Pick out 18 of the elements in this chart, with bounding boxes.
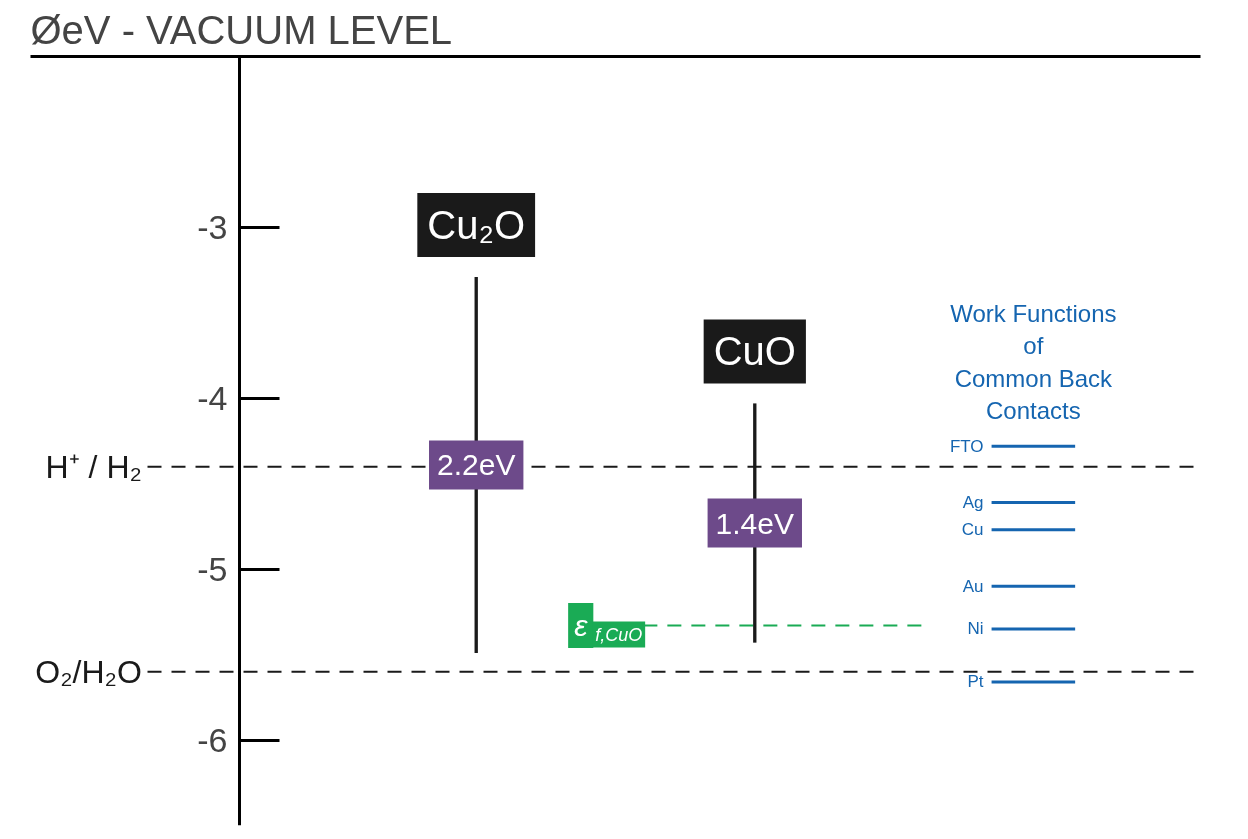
ref-line-label: Ag [962, 493, 984, 513]
data-label: 2.2eV [437, 448, 516, 482]
chart-title: ØeV - VACUUM LEVEL [30, 7, 453, 52]
ref-line-label: O₂/H₂O [35, 653, 142, 690]
y-tick-label: -4 [197, 378, 228, 417]
ref-line-label: Cu [961, 520, 984, 540]
ref-line-label: Au [962, 576, 984, 596]
ref-line-label: FTO [949, 436, 984, 456]
data-label: 1.4eV [715, 506, 794, 540]
x-tick-label: Cu₂O [427, 202, 526, 247]
y-tick-label: -6 [197, 720, 228, 759]
x-tick-label: CuO [713, 329, 796, 374]
text: Work Functions of Common Back Contacts [950, 299, 1117, 425]
y-tick-label: -3 [197, 207, 228, 246]
ref-line-label: H⁺ / H₂ [45, 448, 142, 485]
ref-line-label: Pt [967, 672, 984, 692]
y-tick-label: -5 [197, 549, 228, 588]
ref-line-label: Ni [967, 619, 984, 639]
